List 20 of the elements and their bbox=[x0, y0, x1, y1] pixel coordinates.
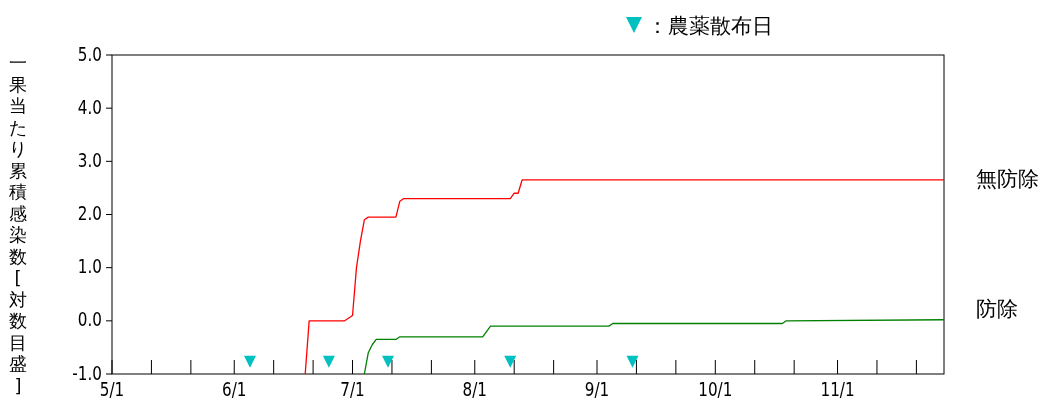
x-tick-label: 8/1 bbox=[462, 378, 487, 401]
line-series bbox=[363, 319, 945, 375]
series-label: 防除 bbox=[976, 296, 1018, 321]
x-tick-label: 10/1 bbox=[698, 378, 733, 401]
line-series bbox=[304, 179, 945, 375]
series-label: 無防除 bbox=[976, 166, 1039, 191]
x-tick-label: 11/1 bbox=[820, 378, 855, 401]
x-tick-label: 9/1 bbox=[584, 378, 610, 401]
y-tick-label: 1.0 bbox=[77, 255, 102, 278]
y-tick-label: -1.0 bbox=[72, 361, 102, 384]
x-tick-label: 5/1 bbox=[99, 378, 125, 401]
y-tick-label: 0.0 bbox=[77, 308, 102, 331]
y-tick-label: 4.0 bbox=[77, 96, 102, 119]
y-tick-label: 5.0 bbox=[77, 42, 102, 65]
y-tick-label: 3.0 bbox=[77, 149, 102, 172]
y-tick-label: 2.0 bbox=[77, 202, 102, 225]
legend-label: ：農薬散布日 bbox=[647, 14, 773, 38]
text: 一果当たり累積感染数[対数目盛] bbox=[9, 52, 27, 396]
x-tick-label: 6/1 bbox=[222, 378, 247, 401]
x-tick-label: 7/1 bbox=[340, 378, 365, 401]
